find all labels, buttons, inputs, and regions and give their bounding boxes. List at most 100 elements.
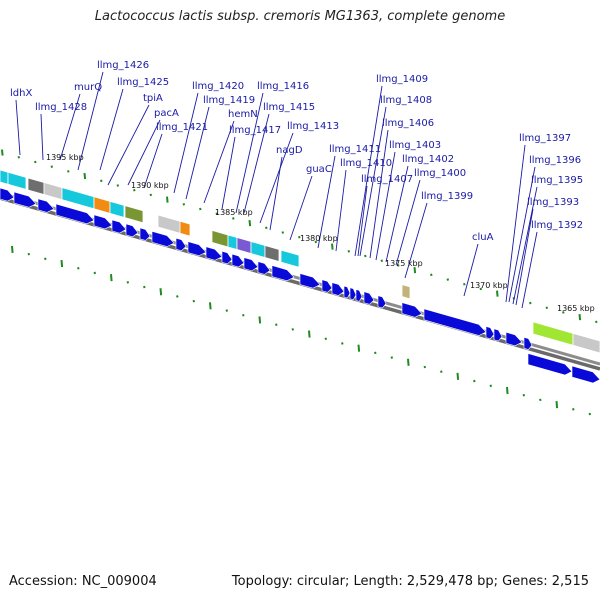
cds-track bbox=[0, 187, 600, 384]
gene-label: llmg_1407 bbox=[361, 174, 413, 185]
cds-arrow bbox=[175, 237, 187, 252]
cds-arrow bbox=[37, 198, 55, 213]
label-leader-line bbox=[259, 132, 294, 224]
scale-tick bbox=[423, 365, 427, 369]
label-leader-line bbox=[203, 120, 235, 204]
gene-label: llmg_1408 bbox=[380, 95, 432, 106]
label-leader-line bbox=[77, 71, 104, 171]
scale-tick bbox=[506, 386, 509, 395]
cds-arrow bbox=[125, 223, 139, 238]
scale-tick bbox=[149, 193, 153, 197]
cds-arrow bbox=[423, 308, 487, 336]
cds-arrow bbox=[187, 241, 207, 257]
feature-box bbox=[124, 205, 144, 224]
accession-text: Accession: NC_009004 bbox=[9, 574, 157, 589]
gene-label: llmg_1415 bbox=[263, 102, 315, 113]
scale-tick bbox=[364, 254, 367, 258]
scale-tick bbox=[50, 165, 54, 168]
label-leader-line bbox=[512, 186, 538, 305]
gene-label: llmg_1395 bbox=[531, 175, 583, 186]
label-leader-line bbox=[357, 185, 368, 257]
scale-tick bbox=[143, 285, 146, 289]
gene-label: llmg_1410 bbox=[340, 158, 392, 169]
feature-box bbox=[27, 177, 45, 196]
gene-label: pacA bbox=[154, 108, 179, 119]
scale-tick bbox=[397, 264, 400, 267]
gene-label: cluA bbox=[472, 232, 494, 243]
scale-tick bbox=[347, 250, 351, 253]
cds-arrow bbox=[111, 219, 127, 234]
scale-tick bbox=[578, 314, 582, 321]
gene-label: llmg_1425 bbox=[117, 77, 169, 88]
cds-arrow bbox=[231, 253, 245, 268]
scale-tick bbox=[456, 372, 460, 380]
cds-arrow bbox=[257, 261, 271, 275]
label-leader-line bbox=[269, 156, 283, 231]
scale-tick bbox=[27, 252, 31, 256]
scale-tick bbox=[281, 231, 285, 234]
scale-tick bbox=[166, 196, 169, 203]
label-leader-line bbox=[375, 151, 396, 261]
gene-label: llmg_1392 bbox=[531, 220, 583, 231]
kbp-marker-label: 1385 kbp bbox=[215, 208, 253, 217]
kbp-marker-label: 1380 kbp bbox=[300, 234, 338, 243]
scale-tick bbox=[588, 412, 592, 416]
feature-box bbox=[7, 171, 27, 190]
scale-tick bbox=[539, 398, 542, 402]
scale-tick bbox=[110, 274, 113, 282]
scale-tick bbox=[446, 278, 450, 281]
scale-tick bbox=[258, 316, 262, 324]
cds-arrow bbox=[571, 365, 600, 384]
feature-box bbox=[264, 244, 280, 263]
gene-label: llmg_1409 bbox=[376, 74, 428, 85]
gene-label: llmg_1417 bbox=[229, 125, 281, 136]
gene-label: llmg_1426 bbox=[97, 60, 149, 71]
cds-arrow bbox=[299, 273, 321, 289]
cds-arrow bbox=[343, 285, 351, 299]
kbp-marker-label: 1395 kbp bbox=[46, 153, 84, 162]
scale-tick bbox=[83, 172, 87, 180]
label-leader-line bbox=[243, 113, 270, 214]
cds-arrow bbox=[13, 191, 37, 208]
gene-label: llmg_1413 bbox=[287, 121, 339, 132]
scale-tick bbox=[265, 226, 268, 230]
gene-label: murQ bbox=[74, 82, 102, 93]
scale-tick bbox=[529, 301, 532, 305]
label-leader-lines bbox=[15, 71, 538, 309]
gene-label: llmg_1396 bbox=[529, 155, 581, 166]
scale-tick bbox=[60, 259, 64, 268]
cds-arrow bbox=[321, 279, 333, 293]
label-leader-line bbox=[15, 99, 21, 156]
cds-arrow bbox=[527, 353, 573, 376]
scale-tick bbox=[314, 240, 318, 244]
feature-box bbox=[93, 196, 111, 214]
label-leader-line bbox=[127, 119, 161, 186]
scale-tick bbox=[545, 306, 549, 310]
gene-label: llmg_1402 bbox=[402, 154, 454, 165]
label-leader-line bbox=[185, 106, 210, 200]
label-leader-line bbox=[404, 202, 428, 279]
feature-box bbox=[109, 200, 125, 218]
cds-arrow bbox=[349, 287, 357, 301]
scale-tick bbox=[159, 288, 163, 296]
feature-box bbox=[211, 229, 229, 248]
scale-tick bbox=[176, 295, 179, 298]
map-title: Lactococcus lactis subsp. cremoris MG136… bbox=[94, 9, 506, 24]
feature-box bbox=[280, 249, 300, 268]
scale-tick bbox=[215, 212, 219, 215]
gene-label: llmg_1411 bbox=[329, 144, 381, 155]
gene-label: llmg_1421 bbox=[156, 122, 208, 133]
gene-label: llmg_1419 bbox=[203, 95, 255, 106]
scale-tick bbox=[331, 243, 334, 250]
feature-box bbox=[0, 169, 9, 185]
label-leader-line bbox=[221, 136, 236, 210]
scale-tick bbox=[67, 170, 70, 173]
cds-arrow bbox=[0, 187, 15, 202]
scale-tick bbox=[489, 384, 493, 388]
label-leader-line bbox=[335, 169, 347, 252]
feature-box bbox=[61, 187, 95, 210]
cds-arrow bbox=[93, 214, 113, 230]
cds-arrow bbox=[243, 257, 259, 272]
label-leader-line bbox=[463, 243, 479, 297]
